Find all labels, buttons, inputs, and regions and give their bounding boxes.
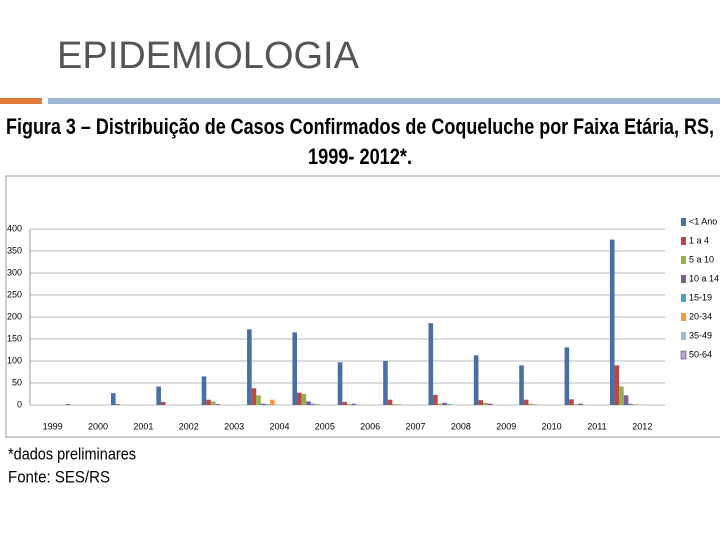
legend-swatch xyxy=(681,275,686,283)
bar xyxy=(292,332,297,405)
bar xyxy=(306,401,311,405)
legend-label: 35-49 xyxy=(689,330,712,340)
bar xyxy=(628,404,633,405)
x-tick-label: 2007 xyxy=(406,421,426,431)
bar xyxy=(111,393,116,405)
bar xyxy=(619,387,624,405)
note: Fonte: SES/RS xyxy=(8,467,110,486)
bar xyxy=(519,365,524,405)
bar xyxy=(211,401,216,405)
legend-label: 1 a 4 xyxy=(689,235,709,245)
bar xyxy=(488,404,493,405)
bar xyxy=(574,404,579,405)
bar xyxy=(615,365,620,405)
bar xyxy=(633,404,638,405)
bar xyxy=(388,400,393,405)
bar xyxy=(565,347,570,405)
x-tick-label: 2000 xyxy=(88,421,108,431)
legend-label: 15-19 xyxy=(689,292,712,302)
slide-heading: EPIDEMIOLOGIA xyxy=(57,35,360,77)
y-tick-label: 200 xyxy=(7,311,22,321)
bar xyxy=(442,403,447,405)
bar xyxy=(247,329,252,405)
bar xyxy=(433,395,438,405)
y-tick-label: 400 xyxy=(7,223,22,233)
legend-swatch xyxy=(681,313,686,321)
y-tick-label: 250 xyxy=(7,289,22,299)
bar xyxy=(206,400,211,405)
x-tick-label: 2009 xyxy=(496,421,516,431)
x-tick-label: 2006 xyxy=(360,421,380,431)
accent-bar xyxy=(0,98,42,104)
bar xyxy=(261,404,266,405)
bar xyxy=(347,404,352,405)
legend-swatch xyxy=(681,218,686,226)
bar xyxy=(447,404,452,405)
y-tick-label: 50 xyxy=(12,377,22,387)
x-tick-label: 2002 xyxy=(179,421,199,431)
bar xyxy=(302,394,307,405)
bar xyxy=(252,388,257,405)
bar xyxy=(338,362,343,405)
bar xyxy=(66,404,71,405)
x-tick-label: 2010 xyxy=(542,421,562,431)
bar xyxy=(569,399,574,405)
legend-label: 10 a 14 xyxy=(689,273,719,283)
legend-label: 20-34 xyxy=(689,311,712,321)
bar xyxy=(156,387,161,405)
legend-label: 50-64 xyxy=(689,349,712,359)
x-tick-label: 2011 xyxy=(587,421,606,431)
bar xyxy=(474,355,479,405)
bar xyxy=(315,404,320,405)
legend-swatch xyxy=(681,351,686,359)
bar xyxy=(265,404,270,405)
legend-label: 5 a 10 xyxy=(689,254,714,264)
bar xyxy=(483,403,488,405)
rule xyxy=(48,98,720,104)
bar xyxy=(311,404,316,405)
chart-title: 1999- 2012*. xyxy=(308,144,412,169)
bar xyxy=(383,361,388,405)
x-tick-label: 1999 xyxy=(43,421,63,431)
bar xyxy=(528,404,533,405)
bar xyxy=(256,395,261,405)
y-tick-label: 350 xyxy=(7,245,22,255)
note: *dados preliminares xyxy=(8,444,136,463)
legend-swatch xyxy=(681,237,686,245)
y-tick-label: 150 xyxy=(7,333,22,343)
chart-title: Figura 3 – Distribuição de Casos Confirm… xyxy=(6,114,714,139)
bar xyxy=(438,404,443,405)
legend-label: <1 Ano xyxy=(689,216,717,226)
bar xyxy=(270,400,275,405)
legend-swatch xyxy=(681,256,686,264)
x-tick-label: 2012 xyxy=(632,421,652,431)
bar xyxy=(392,404,397,405)
bar xyxy=(352,404,357,405)
x-tick-label: 2001 xyxy=(133,421,153,431)
bar xyxy=(216,404,221,405)
x-tick-label: 2004 xyxy=(269,421,289,431)
bar xyxy=(342,402,347,405)
bar xyxy=(610,240,615,405)
bar xyxy=(478,400,483,405)
y-tick-label: 0 xyxy=(17,399,22,409)
legend-swatch xyxy=(681,294,686,302)
x-tick-label: 2005 xyxy=(315,421,335,431)
bar xyxy=(624,395,629,405)
bar xyxy=(116,404,121,405)
bar xyxy=(524,400,529,405)
x-tick-label: 2008 xyxy=(451,421,471,431)
bar xyxy=(202,376,207,405)
x-tick-label: 2003 xyxy=(224,421,244,431)
y-tick-label: 100 xyxy=(7,355,22,365)
bar xyxy=(297,393,302,405)
bar xyxy=(578,404,583,405)
legend-swatch xyxy=(681,332,686,340)
bar xyxy=(428,323,433,405)
y-tick-label: 300 xyxy=(7,267,22,277)
bar xyxy=(161,402,166,405)
